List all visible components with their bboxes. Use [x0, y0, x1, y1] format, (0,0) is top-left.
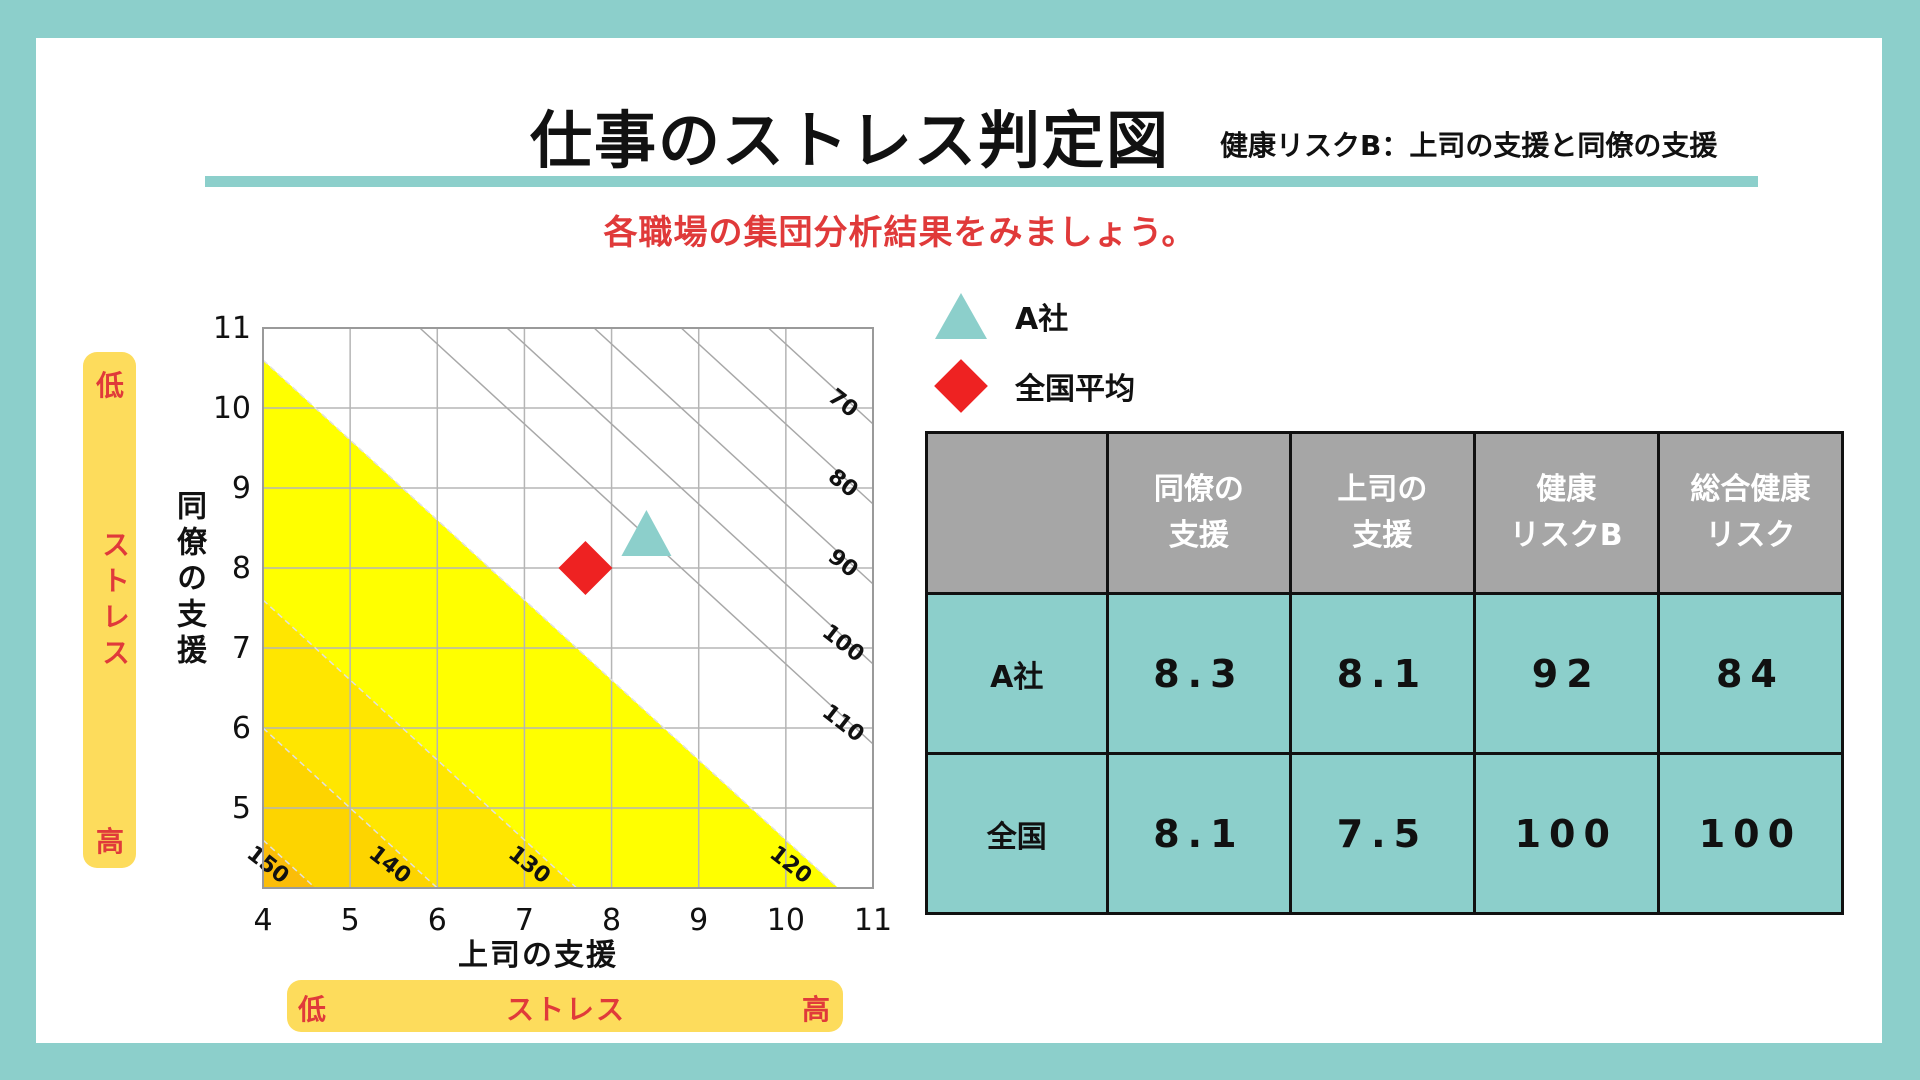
x-tick-label: 7 [515, 903, 534, 938]
stress-scale-horizontal [287, 980, 843, 1032]
point-national-diamond [558, 541, 613, 595]
contour-line-150 [262, 839, 316, 889]
y-tick-label: 8 [232, 551, 251, 586]
plot-border [262, 327, 874, 889]
x-tick-label: 11 [854, 903, 892, 938]
table-cell: 8.3 [1105, 592, 1293, 755]
table-header-row: 同僚の 支援 上司の 支援 健康 リスクB 総合健康 リスク [925, 431, 1845, 595]
page-title: 仕事のストレス判定図 [529, 104, 1170, 177]
y-tick-label: 5 [232, 791, 251, 826]
table-cell: 100 [1656, 752, 1845, 915]
y-tick-label: 7 [232, 631, 251, 666]
contour-band-170 [132, 888, 263, 1008]
stress-low-label-horizontal: 低 [298, 993, 327, 1026]
diamond-icon [934, 359, 988, 413]
legend-item-national: 全国平均 [934, 359, 1135, 413]
lead-text: 各職場の集団分析結果をみましょう。 [603, 213, 1197, 253]
y-tick-label: 9 [232, 471, 251, 506]
x-tick-label: 4 [253, 903, 272, 938]
table-cell: 7.5 [1289, 752, 1476, 915]
table-header-coworker: 同僚の 支援 [1105, 431, 1293, 595]
legend-label-a: A社 [1015, 302, 1069, 337]
table-row: A社 8.3 8.1 92 84 [925, 592, 1845, 755]
table-header-total-risk: 総合健康 リスク [1656, 431, 1845, 595]
table-header-boss: 上司の 支援 [1289, 431, 1476, 595]
table-row: 全国 8.1 7.5 100 100 [925, 752, 1845, 915]
y-tick-label: 11 [213, 311, 251, 346]
table-cell: 84 [1656, 592, 1845, 755]
y-tick-label: 10 [213, 391, 251, 426]
triangle-icon [935, 293, 987, 339]
contour-band-180 [45, 888, 263, 1080]
x-tick-label: 9 [689, 903, 708, 938]
contour-line-100 [506, 327, 874, 665]
point-a-triangle [621, 510, 672, 556]
legend-label-national: 全国平均 [1015, 372, 1135, 407]
table-cell: 100 [1472, 752, 1660, 915]
table-cell: A社 [925, 592, 1109, 755]
contour-line-90 [593, 327, 874, 585]
table-header-risk-b: 健康 リスクB [1472, 431, 1660, 595]
y-tick-label: 6 [232, 711, 251, 746]
stress-label-horizontal: ストレス [506, 993, 627, 1026]
contour-line-70 [767, 327, 874, 425]
x-tick-label: 8 [602, 903, 621, 938]
table-cell: 8.1 [1105, 752, 1293, 915]
table-cell: 全国 [925, 752, 1109, 915]
stress-high-label-vertical: 高 [96, 825, 125, 858]
table-header-blank [925, 431, 1109, 595]
contour-line-130 [262, 599, 578, 889]
title-divider [205, 176, 1758, 187]
table-cell: 92 [1472, 592, 1660, 755]
x-tick-label: 6 [428, 903, 447, 938]
x-axis-label: 上司の支援 [458, 938, 618, 973]
table-cell: 8.1 [1289, 592, 1476, 755]
contour-line-80 [680, 327, 874, 505]
legend-item-a: A社 [935, 293, 1068, 339]
page-subtitle: 健康リスクB：上司の支援と同僚の支援 [1220, 129, 1718, 162]
stress-label-vertical: ストレス [98, 530, 131, 674]
stress-high-label-horizontal: 高 [802, 993, 831, 1026]
stress-scale-vertical [83, 352, 136, 868]
y-axis-label: 同僚の支援 [171, 490, 206, 670]
x-tick-label: 10 [767, 903, 805, 938]
x-tick-label: 5 [341, 903, 360, 938]
results-table: 同僚の 支援 上司の 支援 健康 リスクB 総合健康 リスク A社 8.3 8.… [925, 431, 1845, 915]
contour-line-120 [262, 359, 839, 889]
stress-low-label-vertical: 低 [96, 369, 125, 402]
